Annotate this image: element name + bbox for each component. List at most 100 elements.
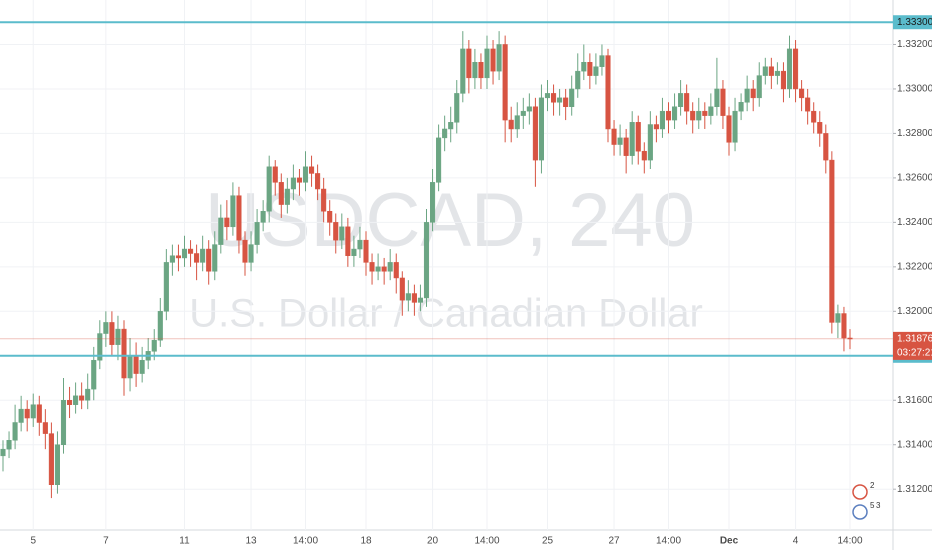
candle-body xyxy=(242,239,248,263)
candle-body xyxy=(430,182,436,223)
candle-body xyxy=(678,93,684,107)
x-tick-label: Dec xyxy=(720,536,739,547)
x-tick-label: 27 xyxy=(608,536,620,547)
candle-body xyxy=(339,226,345,241)
candle-body xyxy=(333,222,339,241)
x-tick-label: 11 xyxy=(179,536,190,547)
candle-body xyxy=(502,44,508,121)
candle-body xyxy=(744,88,750,103)
candle-body xyxy=(454,93,460,123)
candle-body xyxy=(811,110,817,123)
candle-body xyxy=(774,70,780,76)
candle-body xyxy=(472,62,478,79)
candle-body xyxy=(496,44,502,72)
candle-body xyxy=(690,110,696,121)
candle-body xyxy=(157,311,163,341)
candle-body xyxy=(738,102,744,112)
candles xyxy=(0,31,853,499)
candle-body xyxy=(750,88,756,99)
candle-body xyxy=(714,88,720,107)
candle-body xyxy=(0,448,6,457)
candle-body xyxy=(581,62,587,72)
candle-body xyxy=(30,404,36,419)
candle-body xyxy=(423,222,430,299)
candle-body xyxy=(448,122,454,130)
candle-body xyxy=(266,166,272,212)
y-tick-label: 1.31200 xyxy=(897,484,932,495)
candle-body xyxy=(617,137,623,145)
y-tick-label: 1.32200 xyxy=(897,261,932,272)
candle-body xyxy=(665,110,672,121)
candle-body xyxy=(194,253,200,263)
symbol-watermark: USDCAD, 240 xyxy=(205,178,695,263)
countdown-label: 03:27:21 xyxy=(897,348,932,359)
event-count: 2 xyxy=(870,481,875,490)
candle-body xyxy=(557,97,563,103)
candle-body xyxy=(732,110,738,143)
x-tick-label: 13 xyxy=(245,536,257,547)
candle-body xyxy=(659,110,666,130)
candle-body xyxy=(345,226,351,256)
candle-body xyxy=(36,404,42,423)
candle-body xyxy=(599,55,605,67)
y-tick-label: 1.32400 xyxy=(897,217,932,228)
candle-body xyxy=(575,70,581,90)
candle-body xyxy=(726,115,732,143)
x-tick-label: 4 xyxy=(793,536,799,547)
candle-body xyxy=(91,359,97,390)
candle-body xyxy=(684,93,690,112)
candle-body xyxy=(490,48,496,72)
candle-body xyxy=(363,239,369,263)
x-tick-label: 14:00 xyxy=(474,536,499,547)
candle-body xyxy=(290,177,296,190)
x-tick-label: 18 xyxy=(360,536,372,547)
candle-body xyxy=(181,248,188,259)
candle-body xyxy=(121,328,127,379)
y-tick-label: 1.32800 xyxy=(897,128,932,139)
candle-body xyxy=(230,195,236,228)
candle-body xyxy=(399,277,405,301)
candle-body xyxy=(175,255,181,259)
candle-body xyxy=(188,248,194,254)
candle-body xyxy=(42,422,48,434)
candle-body xyxy=(278,182,284,205)
candle-body xyxy=(544,93,551,99)
candle-body xyxy=(254,222,260,245)
candle-body xyxy=(200,248,206,263)
candle-body xyxy=(526,106,532,112)
x-tick-label: 14:00 xyxy=(837,536,862,547)
candle-body xyxy=(284,188,290,205)
candle-body xyxy=(218,217,224,245)
candle-body xyxy=(321,188,327,212)
candle-body xyxy=(793,48,799,90)
candle-body xyxy=(133,355,139,374)
candle-body xyxy=(85,388,91,401)
candle-body xyxy=(708,106,714,116)
candle-body xyxy=(720,88,726,116)
candle-body xyxy=(302,166,309,183)
y-tick-label: 1.33000 xyxy=(897,84,932,95)
candle-body xyxy=(73,395,79,405)
candle-body xyxy=(67,400,73,405)
y-tick-label: 1.32000 xyxy=(897,306,932,317)
candle-body xyxy=(436,137,442,183)
candle-body xyxy=(405,293,411,301)
last-price-label: 1.31876 xyxy=(897,334,932,345)
candle-body xyxy=(236,195,242,241)
candle-body xyxy=(315,173,321,190)
candle-body xyxy=(163,262,169,312)
candle-body xyxy=(593,66,599,76)
candle-body xyxy=(605,55,611,130)
candle-body xyxy=(756,75,762,99)
candle-body xyxy=(381,266,387,272)
candle-body xyxy=(296,177,302,183)
y-tick-label: 1.33200 xyxy=(897,39,932,50)
candle-body xyxy=(641,150,647,161)
y-tick-label: 1.31600 xyxy=(897,395,932,406)
candle-body xyxy=(6,440,12,450)
x-tick-label: 25 xyxy=(542,536,554,547)
candle-body xyxy=(799,88,805,99)
description-watermark: U.S. Dollar / Canadian Dollar xyxy=(189,292,703,336)
level-label-bg xyxy=(893,15,932,30)
candle-body xyxy=(702,110,708,116)
